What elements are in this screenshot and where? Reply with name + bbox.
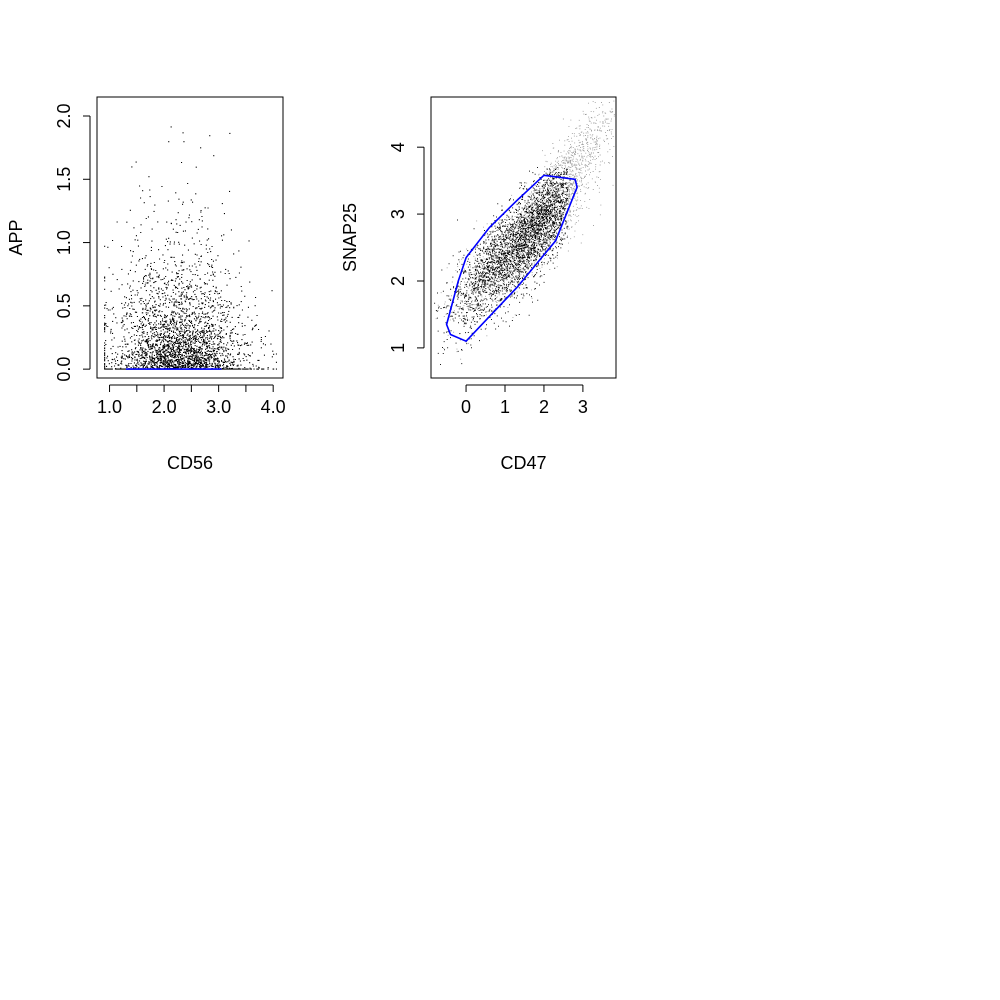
y-axis: 0.0 0.5 1.0 1.5 2.0 [54, 103, 91, 382]
x-tick-label: 0 [461, 397, 471, 417]
y-tick-label: 2 [388, 276, 408, 286]
x-tick-label: 1 [500, 397, 510, 417]
x-axis-label: CD56 [167, 453, 213, 473]
y-tick-label: 2.0 [54, 103, 74, 128]
y-axis-label: APP [6, 219, 26, 255]
x-tick-label: 2 [539, 397, 549, 417]
y-tick-label: 4 [388, 142, 408, 152]
y-tick-label: 0.5 [54, 293, 74, 318]
overlay-path [445, 174, 578, 343]
scatter-panel-app-vs-cd56: 1.0 2.0 3.0 4.0 0.0 0.5 1.0 1.5 2.0 CD56 APP [6, 96, 286, 473]
x-tick-label: 1.0 [97, 397, 122, 417]
y-tick-label: 0.0 [54, 357, 74, 382]
plot-frame [430, 96, 617, 379]
y-tick-label: 1.5 [54, 167, 74, 192]
scatter-points [434, 100, 615, 365]
y-tick-label: 1 [388, 343, 408, 353]
y-axis-label: SNAP25 [340, 203, 360, 272]
plot-frame [96, 96, 284, 379]
x-tick-label: 4.0 [261, 397, 286, 417]
y-tick-label: 1.0 [54, 230, 74, 255]
x-axis: 1.0 2.0 3.0 4.0 [97, 384, 286, 417]
y-axis: 1 2 3 4 [388, 142, 425, 353]
scatter-panel-snap25-vs-cd47: 0 1 2 3 1 2 3 4 CD47 SNAP25 [340, 96, 617, 473]
x-tick-label: 2.0 [152, 397, 177, 417]
y-tick-label: 3 [388, 209, 408, 219]
blue-overlay-polygon [445, 174, 578, 343]
x-axis: 0 1 2 3 [461, 384, 588, 417]
scatter-dots [434, 167, 569, 365]
x-axis-label: CD47 [500, 453, 546, 473]
x-tick-label: 3.0 [206, 397, 231, 417]
x-tick-label: 3 [578, 397, 588, 417]
